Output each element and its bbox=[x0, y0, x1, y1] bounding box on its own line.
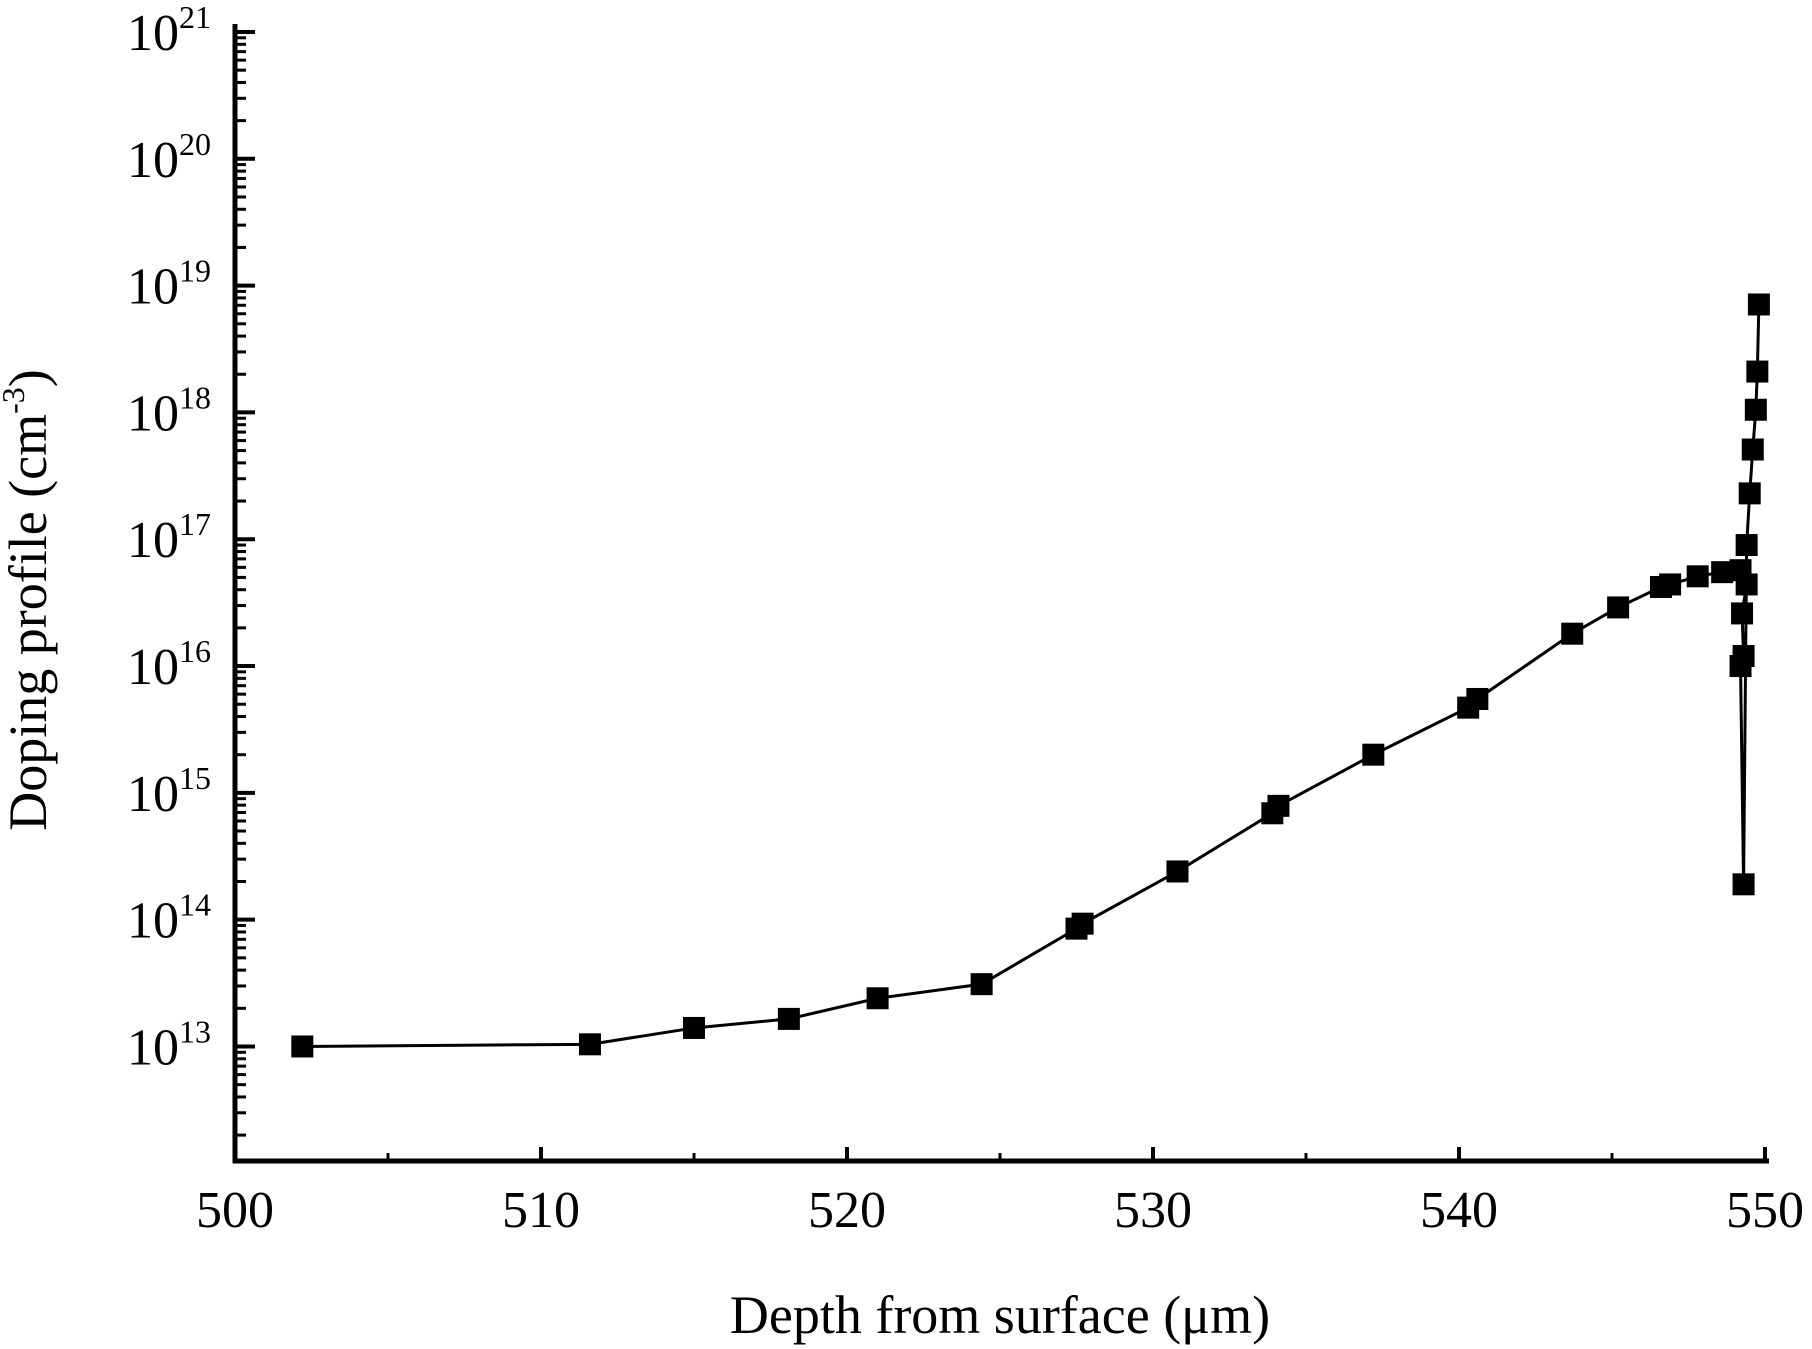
data-point bbox=[683, 1016, 705, 1039]
data-point bbox=[1267, 794, 1290, 817]
y-tick-label: 1015 bbox=[127, 760, 211, 823]
data-point bbox=[1738, 482, 1761, 505]
data-point bbox=[1744, 398, 1767, 421]
data-point bbox=[866, 987, 889, 1010]
x-tick-label: 520 bbox=[808, 1182, 886, 1239]
data-point bbox=[1466, 687, 1489, 710]
y-tick-label: 1020 bbox=[127, 126, 211, 189]
x-tick-label: 530 bbox=[1114, 1182, 1192, 1239]
axes: 500 510 520 530 540 550 1013 1014 1015 1016 1017 10… bbox=[127, 0, 1804, 1239]
y-tick-label: 1018 bbox=[127, 379, 211, 442]
y-tick-label: 1017 bbox=[127, 506, 211, 569]
data-point bbox=[1711, 561, 1734, 584]
data-point bbox=[578, 1033, 601, 1056]
data-point bbox=[1731, 602, 1754, 625]
y-axis-label-main: Doping profile (cm bbox=[0, 414, 58, 831]
data-point bbox=[970, 973, 993, 996]
data-point bbox=[1607, 596, 1630, 619]
data-point bbox=[1729, 655, 1752, 678]
y-tick-label: 1014 bbox=[127, 887, 211, 950]
x-tick-label: 510 bbox=[502, 1182, 580, 1239]
data-point bbox=[1362, 743, 1385, 766]
data-point bbox=[1071, 912, 1094, 935]
data-point bbox=[1735, 534, 1758, 557]
data-point bbox=[1732, 873, 1755, 896]
y-axis-label-sup: -3 bbox=[0, 387, 31, 414]
data-point bbox=[1746, 360, 1769, 383]
data-point bbox=[1561, 622, 1584, 645]
x-tick-label: 500 bbox=[196, 1182, 274, 1239]
series-line bbox=[302, 304, 1761, 1048]
data-point bbox=[1747, 293, 1770, 316]
y-tick-label: 1016 bbox=[127, 633, 211, 696]
data-point bbox=[1741, 438, 1764, 461]
data-point bbox=[1659, 573, 1682, 596]
data-point bbox=[291, 1035, 314, 1058]
y-axis-label-end: ) bbox=[0, 369, 58, 387]
data-point bbox=[777, 1007, 800, 1030]
y-tick-label: 1019 bbox=[127, 253, 211, 316]
data-point bbox=[1166, 860, 1189, 883]
chart-marks bbox=[291, 293, 1770, 1058]
data-point bbox=[1735, 573, 1758, 596]
data-point bbox=[1686, 565, 1709, 588]
x-axis-label: Depth from surface (μm) bbox=[730, 1285, 1270, 1345]
y-tick-label: 1021 bbox=[127, 0, 211, 62]
x-tick-label: 550 bbox=[1726, 1182, 1804, 1239]
x-tick-label: 540 bbox=[1420, 1182, 1498, 1239]
y-axis-label: Doping profile (cm-3) bbox=[0, 369, 58, 831]
y-tick-label: 1013 bbox=[127, 1013, 211, 1076]
